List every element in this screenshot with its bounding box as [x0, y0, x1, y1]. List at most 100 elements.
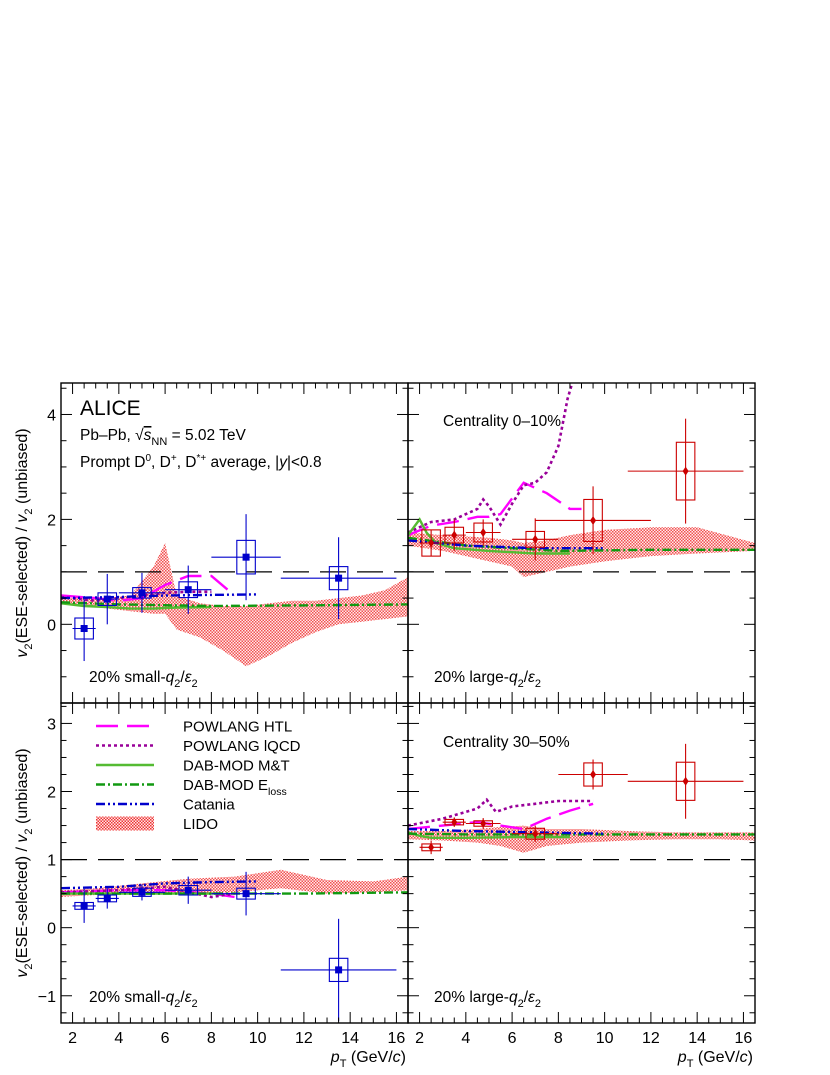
legend-label: LIDO — [183, 816, 218, 833]
marker-square — [103, 894, 111, 902]
data-point — [419, 529, 443, 557]
legend-entry: DAB-MOD M&T — [96, 758, 290, 775]
data-point — [211, 514, 281, 601]
marker-diamond — [532, 829, 539, 839]
x-tick-label: 12 — [642, 1030, 660, 1047]
syst-box — [583, 762, 603, 787]
model-curve-dab-mod-m-t — [408, 831, 570, 839]
species-rest2: , D — [177, 454, 197, 471]
legend-entry: POWLANG HTL — [96, 719, 292, 736]
syst-box — [675, 761, 696, 801]
marker-square — [138, 888, 146, 896]
legend: POWLANG HTL POWLANG lQCD DAB-MOD M&T DAB-MO… — [96, 719, 301, 833]
system-energy-label: Pb–Pb, √sNN = 5.02 TeV — [80, 427, 247, 448]
marker-square — [80, 902, 88, 910]
syst-box — [132, 887, 152, 897]
legend-entry: POWLANG lQCD — [96, 738, 301, 755]
syst-box — [525, 827, 546, 840]
x-tick-label: 6 — [508, 1030, 517, 1047]
y-tick-label: 2 — [47, 512, 56, 529]
axes: 0 2 4 20% small-q2/ε2 Centrality 0–10% 20% la… — [38, 383, 755, 1047]
panel-bottom-right — [408, 743, 755, 861]
data-point — [280, 918, 397, 1021]
lido-band — [61, 869, 408, 897]
data-point — [118, 572, 166, 613]
panel-top-left — [61, 514, 408, 667]
marker-diamond — [428, 538, 435, 548]
x-tick-label: 12 — [295, 1030, 313, 1047]
selection-label: 20% small-q2/ε2 — [89, 989, 198, 1010]
marker-diamond — [480, 528, 487, 538]
model-curve-powlang-lqcd — [408, 383, 574, 534]
x-axis-label-left: pT (GeV/c) — [330, 1049, 406, 1070]
ticks-top-right — [408, 383, 755, 704]
y-tick-label: 3 — [47, 716, 56, 733]
x-tick-label: 4 — [461, 1030, 470, 1047]
data-point — [419, 840, 443, 855]
x-tick-label: 4 — [114, 1030, 123, 1047]
sqrt-symbol: √ — [135, 427, 144, 444]
marker-square — [335, 966, 343, 974]
model-curve-catania — [408, 827, 605, 835]
selection-label: 20% small-q2/ε2 — [89, 669, 198, 690]
x-tick-label: 2 — [415, 1030, 424, 1047]
syst-box — [74, 617, 94, 640]
legend-swatch-lido — [96, 816, 154, 831]
syst-box — [525, 530, 546, 548]
syst-box — [473, 522, 493, 543]
x-tick-label: 2 — [68, 1030, 77, 1047]
centrality-label: Centrality 0–10% — [443, 413, 561, 430]
data-point — [72, 595, 96, 662]
lido-band — [408, 825, 755, 853]
legend-label: DAB-MOD M&T — [183, 758, 290, 775]
x-tick-label: 6 — [161, 1030, 170, 1047]
system-prefix: Pb–Pb, — [80, 427, 135, 444]
syst-box — [132, 587, 152, 599]
model-curve-powlang-htl — [61, 574, 236, 602]
marker-square — [103, 595, 111, 603]
model-curve-powlang-htl — [408, 802, 594, 831]
marker-diamond — [682, 776, 689, 786]
marker-diamond — [590, 515, 597, 525]
legend-entry: LIDO — [96, 816, 218, 833]
model-curve-powlang-lqcd — [61, 885, 235, 899]
marker-diamond — [428, 842, 435, 852]
syst-box — [178, 581, 199, 599]
model-curve-dab-mod-eloss — [408, 832, 755, 836]
legend-label: POWLANG HTL — [183, 719, 292, 736]
x-tick-label: 14 — [341, 1030, 359, 1047]
legend-label: DAB-MOD Eloss — [183, 777, 287, 798]
syst-box — [236, 539, 256, 575]
data-point — [442, 817, 466, 827]
syst-box — [444, 526, 465, 544]
selection-label: 20% large-q2/ε2 — [434, 989, 541, 1010]
marker-diamond — [532, 534, 539, 544]
marker-diamond — [451, 817, 458, 827]
syst-box — [421, 529, 441, 557]
ticks-bottom-right — [408, 703, 755, 1023]
centrality-label: Centrality 30–50% — [443, 734, 570, 751]
data-point — [627, 743, 744, 819]
data-point — [95, 888, 119, 909]
marker-square — [242, 553, 250, 561]
marker-square — [80, 625, 88, 633]
s-symbol: s — [144, 427, 152, 444]
data-point — [512, 825, 559, 842]
data-point — [95, 573, 119, 625]
data-point — [465, 818, 501, 829]
data-point — [165, 876, 212, 904]
legend-label: POWLANG lQCD — [183, 738, 301, 755]
species-label: Prompt D0, D+, D*+ average, |y|<0.8 — [80, 453, 322, 471]
syst-box — [178, 884, 199, 896]
species-rest: , D — [151, 454, 171, 471]
species-tail: average, | — [206, 454, 279, 471]
x-tick-label: 8 — [207, 1030, 216, 1047]
syst-box — [328, 566, 349, 591]
data-point — [627, 418, 744, 524]
frame-bottom-right — [407, 702, 756, 1024]
data-point — [535, 486, 651, 555]
lido-band — [61, 543, 408, 667]
legend-label: Catania — [183, 797, 235, 814]
marker-diamond — [590, 769, 597, 779]
y-tick-label: 0 — [47, 921, 56, 938]
